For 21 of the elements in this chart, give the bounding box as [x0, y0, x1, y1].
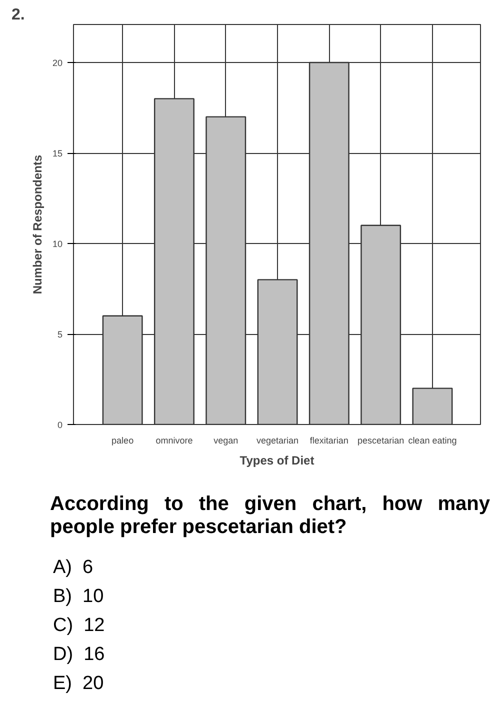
x-tick-label: omnivore	[156, 436, 193, 446]
text: E) 20	[53, 672, 105, 696]
y-tick-label: 15	[52, 148, 63, 159]
x-tick-label: paleo	[112, 436, 134, 446]
x-tick-label: clean eating	[408, 436, 457, 446]
y-tick-label: 0	[57, 420, 63, 430]
text: 2.	[12, 6, 25, 24]
y-tick-label: 20	[52, 58, 63, 68]
x-tick-label: vegan	[214, 436, 238, 446]
x-tick-label: pescetarian	[358, 436, 404, 446]
text: A) 6	[53, 556, 94, 580]
x-tick-label: vegetarian	[256, 436, 299, 446]
x-axis-title: Types of Diet	[240, 454, 314, 468]
text: B) 10	[53, 585, 105, 609]
text: D) 16	[53, 643, 106, 667]
text: According to the given chart, how many people prefer pescetarian diet?	[50, 493, 490, 539]
text: C) 12	[53, 614, 106, 638]
y-axis-title: Number of Respondents	[30, 154, 44, 294]
y-tick-label: 10	[52, 239, 63, 250]
x-tick-label: flexitarian	[310, 436, 348, 446]
y-tick-label: 5	[57, 330, 63, 340]
